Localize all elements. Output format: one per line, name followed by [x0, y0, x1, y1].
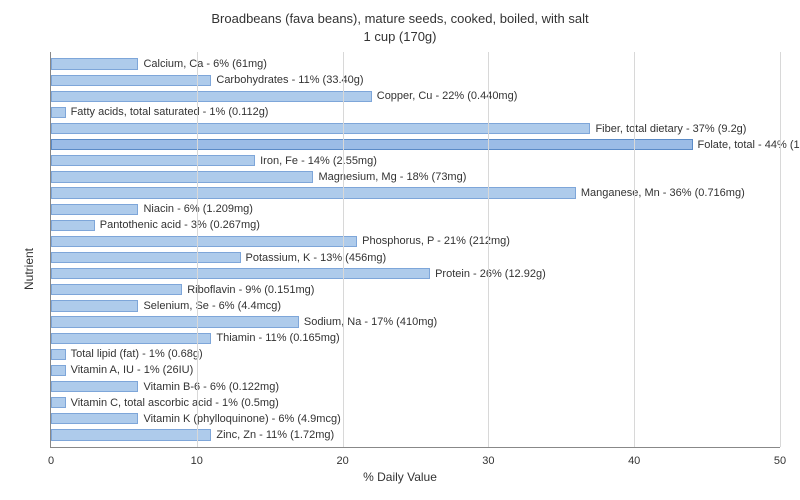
bar-row: Potassium, K - 13% (456mg) [51, 250, 780, 266]
bar-row: Protein - 26% (12.92g) [51, 266, 780, 282]
bar-label: Riboflavin - 9% (0.151mg) [181, 284, 314, 296]
plot-area: Calcium, Ca - 6% (61mg) Carbohydrates - 1… [50, 52, 780, 448]
bar-label: Fatty acids, total saturated - 1% (0.112… [65, 106, 269, 118]
bar-row: Niacin - 6% (1.209mg) [51, 201, 780, 217]
bar[interactable]: Vitamin K (phylloquinone) - 6% (4.9mcg) [51, 413, 138, 424]
bar-row: Copper, Cu - 22% (0.440mg) [51, 88, 780, 104]
bar-row: Vitamin B-6 - 6% (0.122mg) [51, 379, 780, 395]
bar-row: Phosphorus, P - 21% (212mg) [51, 233, 780, 249]
bar-label: Vitamin K (phylloquinone) - 6% (4.9mcg) [137, 413, 340, 425]
chart-title-line2: 1 cup (170g) [0, 28, 800, 46]
bar[interactable]: Phosphorus, P - 21% (212mg) [51, 236, 357, 247]
bar[interactable]: Thiamin - 11% (0.165mg) [51, 333, 211, 344]
bar[interactable]: Riboflavin - 9% (0.151mg) [51, 284, 182, 295]
bar[interactable]: Folate, total - 44% (177mcg) [51, 139, 693, 150]
bar-row: Fatty acids, total saturated - 1% (0.112… [51, 104, 780, 120]
bar-label: Manganese, Mn - 36% (0.716mg) [575, 187, 745, 199]
bar-label: Potassium, K - 13% (456mg) [240, 252, 387, 264]
bar[interactable]: Sodium, Na - 17% (410mg) [51, 316, 299, 327]
bar-row: Calcium, Ca - 6% (61mg) [51, 56, 780, 72]
grid-line [343, 52, 344, 447]
bar-label: Fiber, total dietary - 37% (9.2g) [589, 123, 746, 135]
bar-row: Manganese, Mn - 36% (0.716mg) [51, 185, 780, 201]
grid-line [780, 52, 781, 447]
bar-row: Riboflavin - 9% (0.151mg) [51, 282, 780, 298]
x-tick-label: 10 [191, 455, 203, 467]
bar[interactable]: Selenium, Se - 6% (4.4mcg) [51, 300, 138, 311]
bar-label: Phosphorus, P - 21% (212mg) [356, 235, 510, 247]
bar-row: Selenium, Se - 6% (4.4mcg) [51, 298, 780, 314]
x-axis-label: % Daily Value [363, 470, 437, 484]
bar-row: Thiamin - 11% (0.165mg) [51, 330, 780, 346]
bar[interactable]: Vitamin B-6 - 6% (0.122mg) [51, 381, 138, 392]
bar[interactable]: Potassium, K - 13% (456mg) [51, 252, 241, 263]
grid-line [488, 52, 489, 447]
bar-label: Vitamin C, total ascorbic acid - 1% (0.5… [65, 397, 279, 409]
bar-label: Selenium, Se - 6% (4.4mcg) [137, 300, 281, 312]
bar[interactable]: Manganese, Mn - 36% (0.716mg) [51, 187, 576, 198]
bar[interactable]: Copper, Cu - 22% (0.440mg) [51, 91, 372, 102]
bars-group: Calcium, Ca - 6% (61mg) Carbohydrates - 1… [51, 56, 780, 443]
bar-label: Carbohydrates - 11% (33.40g) [210, 74, 363, 86]
bar-label: Total lipid (fat) - 1% (0.68g) [65, 348, 203, 360]
bar-label: Niacin - 6% (1.209mg) [137, 203, 252, 215]
bar-label: Copper, Cu - 22% (0.440mg) [371, 90, 518, 102]
bar[interactable]: Vitamin C, total ascorbic acid - 1% (0.5… [51, 397, 66, 408]
bar-row: Pantothenic acid - 3% (0.267mg) [51, 217, 780, 233]
chart-title-line1: Broadbeans (fava beans), mature seeds, c… [0, 10, 800, 28]
bar[interactable]: Fatty acids, total saturated - 1% (0.112… [51, 107, 66, 118]
bar[interactable]: Magnesium, Mg - 18% (73mg) [51, 171, 313, 182]
bar[interactable]: Vitamin A, IU - 1% (26IU) [51, 365, 66, 376]
bar-label: Sodium, Na - 17% (410mg) [298, 316, 437, 328]
x-tick-label: 0 [48, 455, 54, 467]
bar-label: Vitamin A, IU - 1% (26IU) [65, 364, 194, 376]
bar-row: Vitamin A, IU - 1% (26IU) [51, 362, 780, 378]
bar-row: Magnesium, Mg - 18% (73mg) [51, 169, 780, 185]
bar-row: Sodium, Na - 17% (410mg) [51, 314, 780, 330]
x-tick-label: 50 [774, 455, 786, 467]
bar-label: Vitamin B-6 - 6% (0.122mg) [137, 381, 279, 393]
bar-label: Iron, Fe - 14% (2.55mg) [254, 155, 377, 167]
bar-row: Zinc, Zn - 11% (1.72mg) [51, 427, 780, 443]
bar-label: Calcium, Ca - 6% (61mg) [137, 58, 266, 70]
bar-label: Thiamin - 11% (0.165mg) [210, 332, 339, 344]
bar-label: Pantothenic acid - 3% (0.267mg) [94, 219, 260, 231]
bar[interactable]: Iron, Fe - 14% (2.55mg) [51, 155, 255, 166]
bar-row: Vitamin K (phylloquinone) - 6% (4.9mcg) [51, 411, 780, 427]
bar-row: Vitamin C, total ascorbic acid - 1% (0.5… [51, 395, 780, 411]
bar[interactable]: Fiber, total dietary - 37% (9.2g) [51, 123, 590, 134]
bar[interactable]: Carbohydrates - 11% (33.40g) [51, 75, 211, 86]
bar-row: Carbohydrates - 11% (33.40g) [51, 72, 780, 88]
bar-row: Fiber, total dietary - 37% (9.2g) [51, 121, 780, 137]
bar[interactable]: Pantothenic acid - 3% (0.267mg) [51, 220, 95, 231]
bar[interactable]: Total lipid (fat) - 1% (0.68g) [51, 349, 66, 360]
grid-line [634, 52, 635, 447]
bar[interactable]: Calcium, Ca - 6% (61mg) [51, 58, 138, 69]
chart-container: Nutrient % Daily Value Calcium, Ca - 6% … [0, 48, 800, 490]
bar-label: Zinc, Zn - 11% (1.72mg) [210, 429, 334, 441]
x-tick-label: 40 [628, 455, 640, 467]
bar-label: Folate, total - 44% (177mcg) [692, 139, 800, 151]
bar[interactable]: Niacin - 6% (1.209mg) [51, 204, 138, 215]
bar-row: Iron, Fe - 14% (2.55mg) [51, 153, 780, 169]
bar[interactable]: Zinc, Zn - 11% (1.72mg) [51, 429, 211, 440]
bar[interactable]: Protein - 26% (12.92g) [51, 268, 430, 279]
bar-row: Total lipid (fat) - 1% (0.68g) [51, 346, 780, 362]
y-axis-label: Nutrient [22, 248, 36, 290]
bar-label: Magnesium, Mg - 18% (73mg) [312, 171, 466, 183]
x-tick-label: 30 [482, 455, 494, 467]
grid-line [197, 52, 198, 447]
chart-title: Broadbeans (fava beans), mature seeds, c… [0, 0, 800, 45]
bar-row: Folate, total - 44% (177mcg) [51, 137, 780, 153]
x-tick-label: 20 [336, 455, 348, 467]
